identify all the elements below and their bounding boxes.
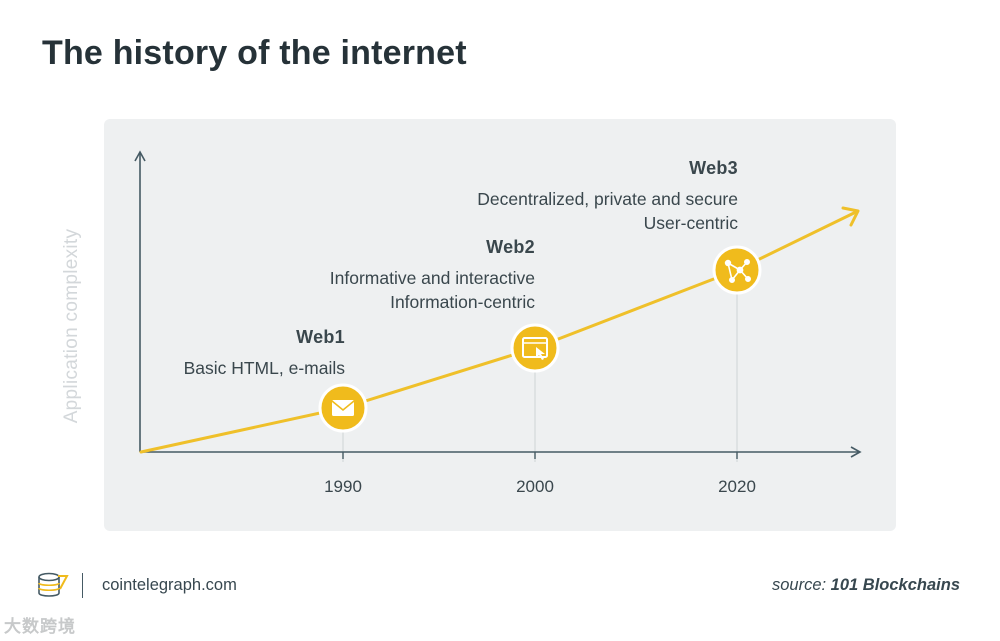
network-nodes-icon — [724, 258, 751, 283]
x-axis — [140, 446, 862, 458]
era-description: User-centric — [643, 213, 738, 233]
y-axis-label: Application complexity — [61, 228, 82, 424]
cointelegraph-logo-icon — [38, 572, 69, 597]
web2-node — [510, 323, 560, 373]
era-title: Web1 — [296, 327, 345, 347]
era-description: Informative and interactive — [329, 268, 535, 288]
source-name: 101 Blockchains — [830, 576, 960, 594]
era-label-web1: Web1 Basic HTML, e-mails — [184, 327, 345, 380]
web1-node — [318, 383, 368, 433]
x-tick-label-2000: 2000 — [516, 477, 554, 496]
y-axis — [134, 150, 146, 452]
web3-node — [712, 245, 762, 295]
envelope-icon — [331, 400, 355, 416]
footer-source: source: 101 Blockchains — [772, 576, 960, 595]
diagram-panel — [104, 119, 896, 531]
x-tick-label-1990: 1990 — [324, 477, 362, 496]
era-description: Basic HTML, e-mails — [183, 358, 345, 378]
era-title: Web3 — [689, 158, 738, 178]
page-title: The history of the internet — [42, 34, 467, 72]
footer-divider — [82, 573, 83, 598]
x-tick-label-2020: 2020 — [718, 477, 756, 496]
era-description: Information-centric — [390, 292, 535, 312]
era-label-web2: Web2 Informative and interactive Informa… — [330, 237, 535, 314]
source-prefix: source: — [771, 576, 827, 594]
era-description: Decentralized, private and secure — [477, 189, 738, 209]
era-label-web3: Web3 Decentralized, private and secure U… — [477, 158, 738, 235]
browser-cursor-icon — [522, 337, 548, 360]
era-title: Web2 — [486, 237, 535, 257]
watermark-text: 大数跨境 — [4, 617, 76, 636]
footer-site-link[interactable]: cointelegraph.com — [102, 576, 237, 594]
